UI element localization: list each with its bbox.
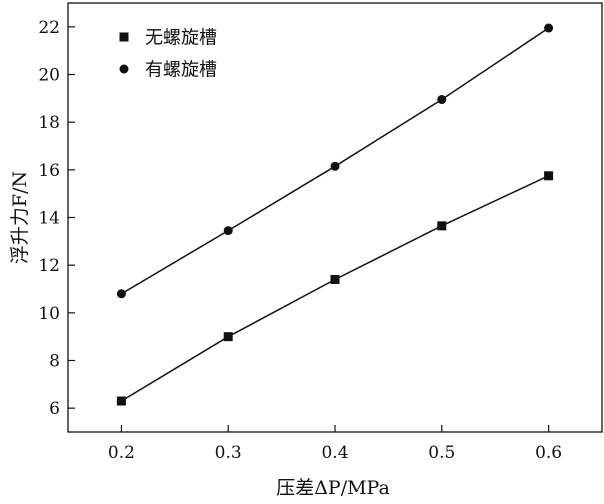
y-tick-label: 8 [49,352,60,372]
axes: 0.2 0.3 0.4 0.5 0.6 6 8 10 12 14 16 18 20 22 [38,2,603,463]
legend-marker-circle [119,64,129,74]
y-tick-label: 22 [38,18,60,38]
legend-marker-square [119,32,129,42]
series-line-1 [121,175,549,402]
y-axis-title: 浮升力F/N [9,171,31,264]
data-point-circle [116,289,126,299]
x-tick-label: 0.2 [108,443,135,463]
axis-labels: 压差ΔP/MPa 浮升力F/N [9,171,390,499]
series-markers [116,23,554,406]
data-point-square [544,171,554,181]
data-point-square [116,396,126,406]
y-tick-label: 10 [38,304,60,324]
x-tick-label: 0.4 [321,443,348,463]
y-tick-label: 16 [38,161,60,181]
x-tick-label: 0.5 [428,443,455,463]
legend-label: 有螺旋槽 [145,60,217,81]
y-tick-label: 14 [38,209,60,229]
y-tick-label: 6 [49,399,60,419]
y-tick-label: 20 [38,66,60,86]
x-axis-title: 压差ΔP/MPa [276,477,390,499]
y-tick-label: 12 [38,256,60,276]
data-point-circle [223,226,233,236]
data-point-circle [544,23,554,33]
x-tick-label: 0.6 [535,443,562,463]
x-tick-label: 0.3 [215,443,242,463]
y-tick-label: 18 [38,113,60,133]
data-point-circle [330,161,340,171]
data-point-square [437,221,447,231]
data-point-square [223,332,233,342]
series-lines [121,27,550,402]
legend-label: 无螺旋槽 [145,28,217,49]
data-point-circle [437,95,447,105]
data-point-square [330,274,340,284]
